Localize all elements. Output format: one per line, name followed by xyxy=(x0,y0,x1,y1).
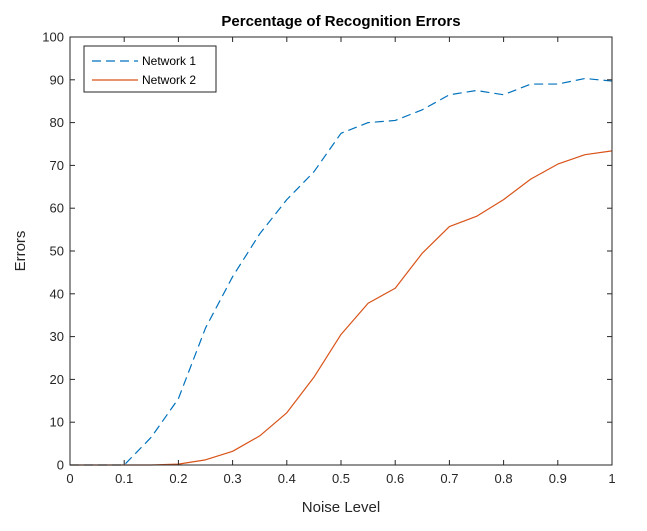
chart-title: Percentage of Recognition Errors xyxy=(221,13,460,30)
y-tick-label: 0 xyxy=(57,458,64,473)
x-tick-label: 0.3 xyxy=(224,471,242,486)
x-tick-label: 0.1 xyxy=(115,471,133,486)
legend-label-network-1: Network 1 xyxy=(142,54,196,68)
legend-box xyxy=(83,45,217,93)
x-tick-label: 0.2 xyxy=(169,471,187,486)
x-tick-label: 0.5 xyxy=(332,471,350,486)
y-tick-label: 90 xyxy=(50,72,64,87)
x-tick-label: 1 xyxy=(608,471,615,486)
y-tick-label: 20 xyxy=(50,372,64,387)
ticks-layer: 0 0.1 0.2 0.3 0.4 0.5 0.6 0.7 0.8 0.9 101020304050… xyxy=(42,30,615,487)
x-tick-label: 0.9 xyxy=(549,471,567,486)
x-tick-label: 0.8 xyxy=(495,471,513,486)
y-tick-label: 60 xyxy=(50,201,64,216)
x-tick-label: 0.7 xyxy=(440,471,458,486)
y-tick-label: 30 xyxy=(50,329,64,344)
y-tick-label: 70 xyxy=(50,158,64,173)
y-tick-label: 40 xyxy=(50,286,64,301)
y-tick-label: 100 xyxy=(42,30,64,45)
x-tick-label: 0.6 xyxy=(386,471,404,486)
series-line-network-1 xyxy=(70,77,613,466)
y-axis-label: Errors xyxy=(12,231,29,272)
x-tick-label: 0.4 xyxy=(278,471,296,486)
legend-label-network-2: Network 2 xyxy=(142,73,196,87)
y-tick-label: 80 xyxy=(50,115,64,130)
x-axis-label: Noise Level xyxy=(302,499,380,516)
y-tick-label: 50 xyxy=(50,244,64,259)
x-tick-label: 0 xyxy=(66,471,73,486)
legend: Network 1 Network 2 xyxy=(83,45,217,93)
plot-area xyxy=(70,37,612,465)
y-tick-label: 10 xyxy=(50,415,64,430)
